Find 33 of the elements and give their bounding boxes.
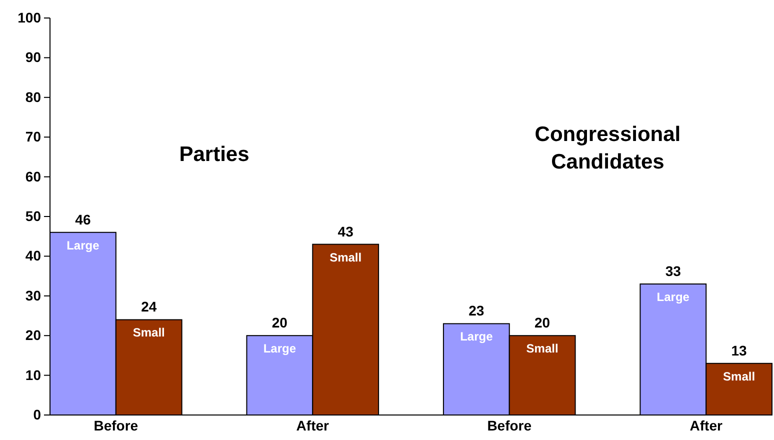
annotation: Congressional Candidates [534, 123, 681, 174]
y-tick-label: 60 [25, 168, 42, 184]
text: Small [330, 250, 362, 264]
data-label: 20 [272, 314, 288, 331]
text: Small [723, 369, 756, 384]
y-tick-label: 90 [25, 49, 42, 66]
text: Small [526, 342, 558, 356]
text: Large [656, 290, 690, 304]
y-tick-label: 50 [25, 208, 42, 224]
x-tick-label: After [296, 418, 330, 434]
data-label: 24 [141, 298, 157, 315]
x-tick-label: After [690, 418, 723, 434]
y-tick-label: 100 [18, 9, 42, 26]
text: Large [263, 342, 296, 356]
y-tick-label: 0 [33, 406, 42, 422]
data-label: 43 [338, 223, 354, 240]
text: Large [460, 330, 493, 344]
y-tick-label: 70 [25, 128, 42, 145]
series-label: Large [66, 238, 100, 252]
y-tick-label: 30 [25, 287, 42, 304]
y-tick-label: 10 [25, 366, 42, 383]
x-tick-label: Before [94, 418, 138, 434]
data-label: 23 [468, 302, 484, 319]
data-label: 13 [731, 342, 748, 358]
series-label: Small [132, 326, 165, 340]
data-label: 33 [665, 262, 682, 279]
annotation: Parties [179, 142, 250, 166]
y-tick-label: 40 [25, 248, 42, 264]
x-tick-label: Before [487, 418, 532, 434]
y-tick-label: 80 [25, 88, 42, 105]
data-label: 46 [75, 211, 91, 228]
y-tick-label: 20 [25, 327, 42, 344]
data-label: 20 [534, 314, 550, 331]
